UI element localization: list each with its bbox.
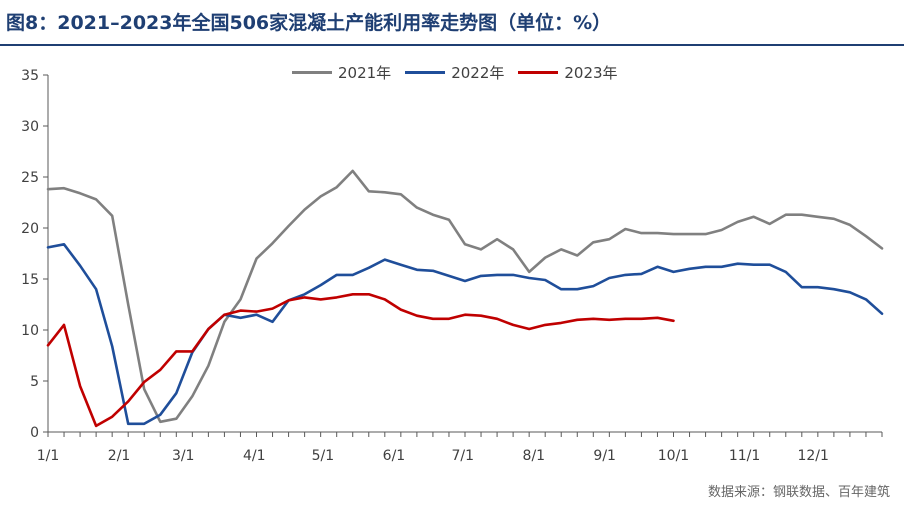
y-tick-label-35: 35 [21,68,39,84]
y-tick-label-5: 5 [30,374,39,390]
series-line-0 [46,169,884,424]
legend-swatch-2022 [405,71,446,74]
x-tick-label-5: 6/1 [383,448,406,464]
series-line-2 [46,292,675,428]
x-tick-label-3: 4/1 [243,448,266,464]
y-tick-label-25: 25 [21,170,39,186]
y-tick-label-10: 10 [21,323,39,339]
y-tick-label-0: 0 [30,425,39,441]
y-tick-label-30: 30 [21,119,39,135]
x-tick-label-8: 9/1 [593,448,616,464]
legend-label-2023: 2023年 [564,64,618,82]
series-line-1 [46,243,884,426]
legend-swatch-2023 [518,71,559,74]
x-tick-label-6: 7/1 [451,448,474,464]
title-underline [0,44,904,46]
y-tick-label-20: 20 [21,221,39,237]
data-source: 数据来源：钢联数据、百年建筑 [707,485,890,500]
chart-title: 图8：2021–2023年全国506家混凝土产能利用率走势图（单位：%） [6,12,612,34]
legend: 2021年 2022年 2023年 [292,62,618,83]
legend-swatch-2021 [292,71,332,74]
y-tick-label-15: 15 [21,272,39,288]
x-tick-label-0: 1/1 [37,448,60,464]
legend-label-2021: 2021年 [338,64,392,82]
x-tick-label-10: 11/1 [729,448,760,464]
legend-item-2022: 2022年 [405,62,504,83]
legend-item-2021: 2021年 [292,62,391,83]
x-tick-label-11: 12/1 [797,448,828,464]
x-tick-label-2: 3/1 [172,448,195,464]
x-tick-label-1: 2/1 [108,448,131,464]
legend-label-2022: 2022年 [451,64,505,82]
x-tick-label-9: 10/1 [658,448,689,464]
x-tick-label-7: 8/1 [523,448,546,464]
legend-item-2023: 2023年 [518,62,618,83]
x-tick-label-4: 5/1 [312,448,335,464]
